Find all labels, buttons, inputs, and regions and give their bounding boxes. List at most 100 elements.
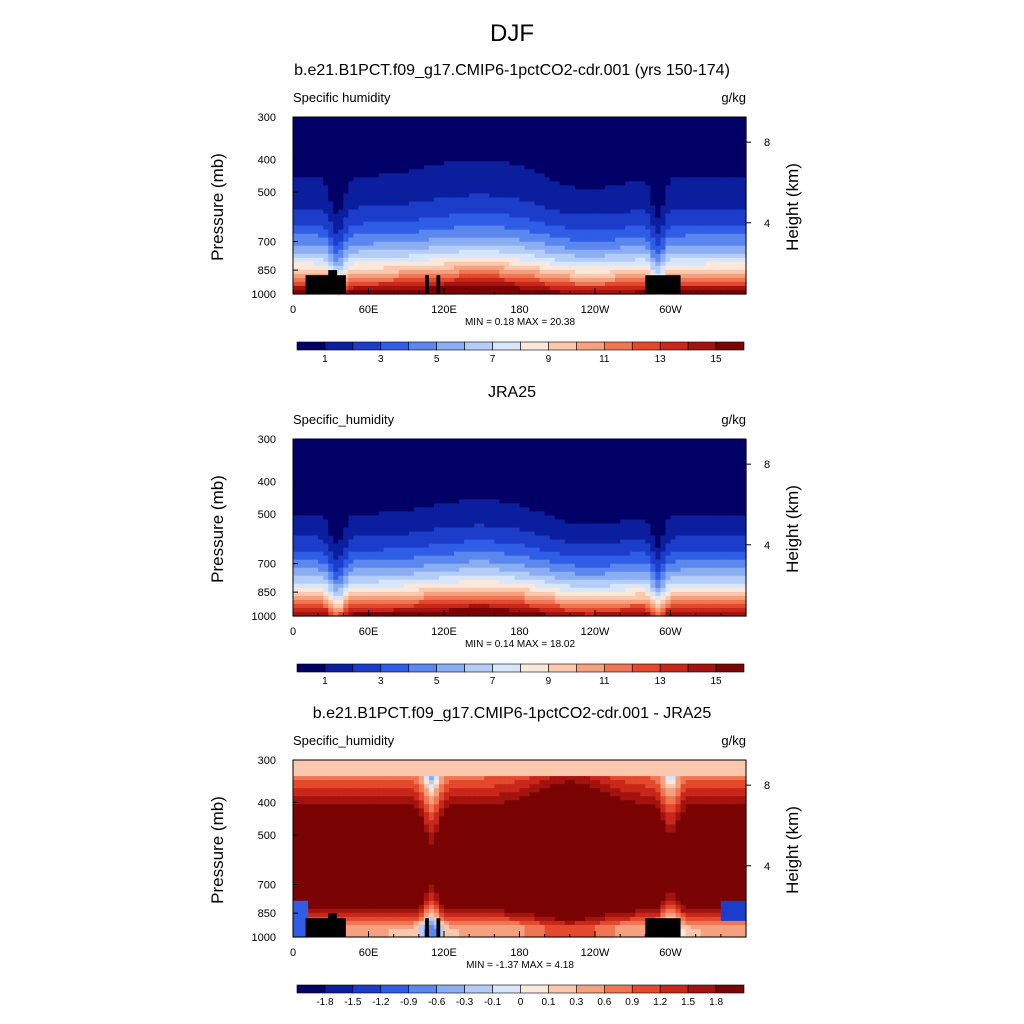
contour-cell: [444, 161, 450, 166]
contour-cell: [469, 157, 475, 162]
contour-cell: [589, 265, 596, 271]
contour-cell: [318, 265, 324, 271]
contour-cell: [730, 173, 737, 178]
contour-cell: [469, 141, 475, 146]
contour-cell: [690, 241, 697, 247]
contour-cell: [398, 125, 405, 130]
contour-cell: [640, 249, 646, 255]
contour-cell: [343, 467, 349, 472]
contour-cell: [459, 229, 465, 235]
contour-cell: [549, 447, 556, 452]
contour-cell: [318, 193, 324, 199]
contour-cell: [378, 443, 385, 448]
contour-cell: [625, 439, 631, 444]
contour-cell: [494, 173, 500, 178]
contour-cell: [630, 133, 636, 138]
contour-cell: [680, 475, 687, 480]
contour-cell: [695, 125, 702, 130]
contour-cell: [363, 229, 370, 235]
contour-cell: [615, 289, 621, 295]
contour-cell: [469, 133, 475, 138]
contour-cell: [635, 201, 641, 207]
contour-cell: [444, 173, 450, 178]
contour-cell: [464, 145, 470, 150]
contour-cell: [690, 213, 697, 219]
contour-cell: [660, 221, 667, 227]
contour-cell: [529, 201, 536, 207]
contour-cell: [398, 463, 405, 468]
contour-cell: [388, 479, 395, 484]
contour-cell: [529, 467, 536, 472]
contour-cell: [474, 121, 480, 126]
contour-cell: [735, 285, 742, 291]
contour-cell: [418, 125, 425, 130]
contour-cell: [489, 205, 495, 211]
contour-cell: [635, 157, 641, 162]
contour-cell: [549, 221, 556, 227]
contour-cell: [584, 137, 591, 142]
variable-label: Specific_humidity: [293, 412, 395, 427]
contour-cell: [690, 141, 697, 146]
contour-cell: [489, 201, 495, 207]
contour-cell: [323, 269, 329, 275]
contour-cell: [615, 161, 621, 166]
contour-cell: [373, 161, 380, 166]
contour-cell: [705, 443, 712, 448]
contour-cell: [615, 145, 621, 150]
contour-cell: [544, 145, 551, 150]
contour-cell: [308, 149, 314, 154]
contour-cell: [660, 443, 667, 448]
figure-title: DJF: [490, 20, 534, 47]
contour-cell: [720, 229, 727, 235]
contour-cell: [700, 459, 707, 464]
contour-cell: [338, 153, 344, 158]
contour-cell: [388, 233, 395, 239]
contour-cell: [640, 289, 646, 295]
contour-cell: [625, 277, 631, 283]
contour-cell: [700, 133, 707, 138]
contour-cell: [564, 181, 571, 186]
contour-cell: [675, 157, 682, 162]
contour-cell: [313, 197, 319, 203]
contour-cell: [640, 161, 646, 166]
contour-cell: [685, 173, 692, 178]
contour-cell: [444, 165, 450, 170]
contour-cell: [504, 161, 511, 166]
contour-cell: [484, 281, 490, 287]
contour-cell: [368, 197, 375, 203]
contour-cell: [433, 213, 440, 219]
contour-cell: [519, 217, 526, 223]
contour-cell: [559, 181, 566, 186]
contour-cell: [670, 133, 677, 138]
contour-cell: [318, 125, 324, 130]
contour-cell: [539, 447, 546, 452]
contour-cell: [303, 229, 309, 235]
contour-cell: [298, 471, 304, 476]
contour-cell: [569, 265, 576, 271]
contour-cell: [529, 463, 536, 468]
contour-cell: [313, 129, 319, 134]
contour-cell: [695, 161, 702, 166]
contour-cell: [433, 129, 440, 134]
contour-cell: [328, 137, 334, 142]
contour-cell: [373, 281, 380, 287]
contour-cell: [489, 447, 495, 452]
contour-cell: [710, 443, 717, 448]
contour-cell: [449, 277, 455, 283]
contour-cell: [554, 229, 561, 235]
contour-cell: [534, 237, 541, 243]
contour-cell: [524, 471, 531, 476]
contour-cell: [298, 237, 304, 243]
contour-cell: [423, 201, 430, 207]
contour-cell: [715, 173, 722, 178]
contour-cell: [479, 281, 485, 287]
contour-cell: [499, 471, 505, 476]
contour-cell: [348, 213, 354, 219]
contour-cell: [519, 145, 526, 150]
contour-cell: [383, 129, 390, 134]
contour-cell: [343, 125, 349, 130]
contour-cell: [403, 161, 410, 166]
contour-cell: [544, 273, 551, 279]
contour-cell: [579, 221, 586, 227]
contour-cell: [735, 265, 742, 271]
